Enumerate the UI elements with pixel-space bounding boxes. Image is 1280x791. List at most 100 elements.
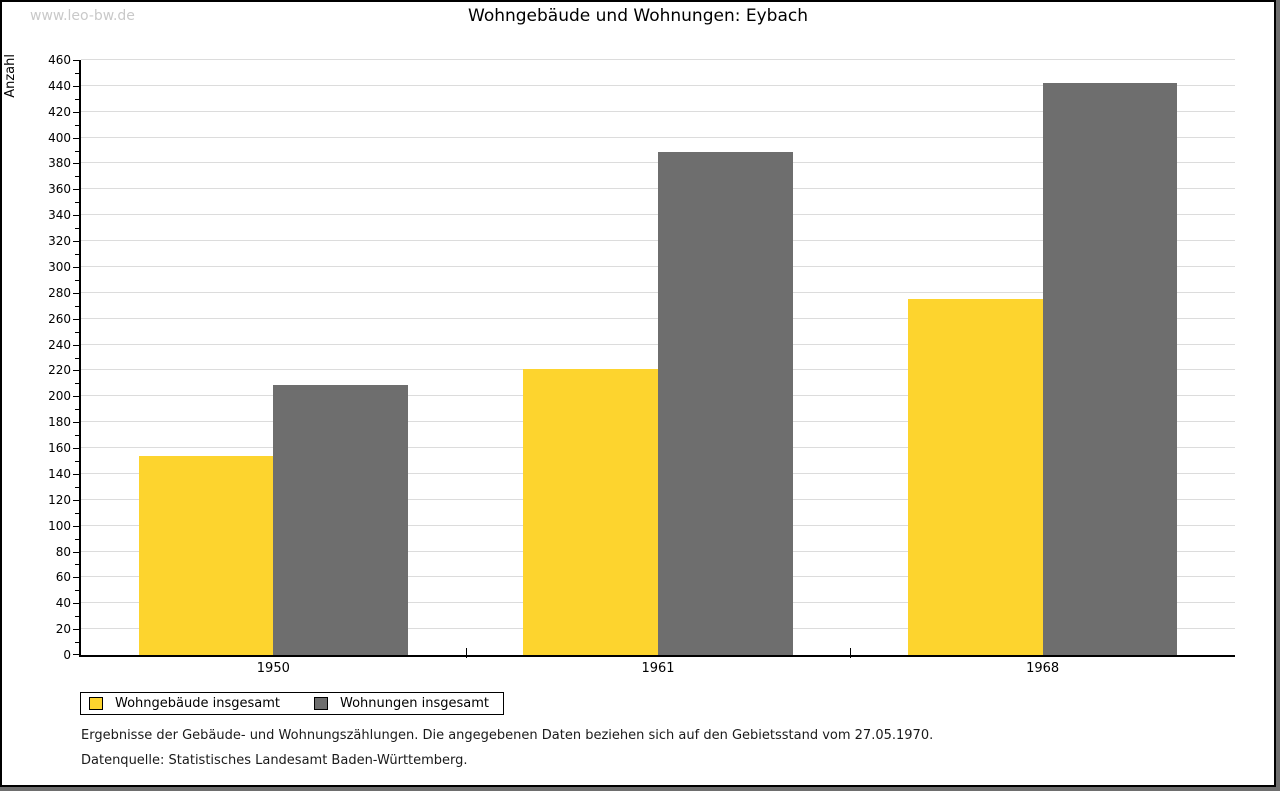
chart-title: Wohngebäude und Wohnungen: Eybach xyxy=(468,6,808,26)
y-major-tick xyxy=(73,189,79,191)
y-tick-label: 0 xyxy=(63,648,71,662)
y-major-tick xyxy=(73,551,79,553)
y-axis-title: Anzahl xyxy=(3,54,18,98)
y-major-tick xyxy=(73,629,79,631)
x-tick-label: 1961 xyxy=(641,661,675,676)
y-major-tick xyxy=(73,370,79,372)
y-tick-label: 320 xyxy=(48,234,71,249)
legend-label: Wohnungen insgesamt xyxy=(340,696,489,711)
x-boundary-tick xyxy=(465,648,467,658)
y-tick-label: 460 xyxy=(48,53,71,67)
y-minor-tick xyxy=(75,383,79,385)
y-major-tick xyxy=(73,292,79,294)
plot-area: 0 20 40 60 80 100 120 140 160 180 200 220 240 260 280 3… xyxy=(48,53,1235,676)
footer-note: Ergebnisse der Gebäude- und Wohnungszähl… xyxy=(81,728,934,743)
y-tick-label: 340 xyxy=(48,208,71,223)
y-major-tick xyxy=(73,60,79,61)
y-major-tick xyxy=(73,85,79,87)
bar-1950-series0 xyxy=(138,455,274,655)
y-major-tick xyxy=(73,603,79,605)
y-tick-label: 60 xyxy=(55,570,71,585)
y-major-tick xyxy=(73,215,79,217)
y-gridline xyxy=(81,110,1235,112)
y-major-tick xyxy=(73,654,79,655)
y-major-tick xyxy=(73,344,79,346)
y-tick-label: 200 xyxy=(48,389,71,404)
y-tick-label: 280 xyxy=(48,285,71,300)
y-minor-tick xyxy=(75,305,79,307)
y-gridline xyxy=(81,84,1235,86)
y-tick-label: 420 xyxy=(48,104,71,119)
y-minor-tick xyxy=(75,279,79,281)
y-tick-label: 260 xyxy=(48,311,71,326)
y-minor-tick xyxy=(75,150,79,152)
legend-swatch xyxy=(89,697,103,710)
y-minor-tick xyxy=(75,72,79,74)
y-major-tick xyxy=(73,241,79,243)
y-minor-tick xyxy=(75,98,79,100)
y-minor-tick xyxy=(75,124,79,126)
y-minor-tick xyxy=(75,564,79,566)
y-tick-label: 40 xyxy=(55,596,71,611)
bar-1968-series1 xyxy=(1042,83,1178,655)
y-tick-label: 300 xyxy=(48,259,71,274)
legend-label: Wohngebäude insgesamt xyxy=(115,696,280,711)
y-tick-label: 220 xyxy=(48,363,71,378)
y-major-tick xyxy=(73,111,79,113)
y-tick-label: 160 xyxy=(48,441,71,456)
y-minor-tick xyxy=(75,435,79,437)
y-gridline xyxy=(81,59,1235,60)
y-major-tick xyxy=(73,473,79,475)
y-minor-tick xyxy=(75,409,79,411)
y-minor-tick xyxy=(75,331,79,333)
y-minor-tick xyxy=(75,590,79,592)
y-major-tick xyxy=(73,163,79,165)
y-tick-label: 100 xyxy=(48,518,71,533)
y-tick-label: 360 xyxy=(48,182,71,197)
y-major-tick xyxy=(73,137,79,139)
y-minor-tick xyxy=(75,176,79,178)
bar-1950-series1 xyxy=(273,384,409,655)
y-tick-label: 180 xyxy=(48,415,71,430)
y-minor-tick xyxy=(75,202,79,204)
y-minor-tick xyxy=(75,228,79,230)
y-major-tick xyxy=(73,499,79,501)
y-minor-tick xyxy=(75,538,79,540)
y-gridline xyxy=(81,136,1235,138)
y-tick-label: 440 xyxy=(48,78,71,93)
y-major-tick xyxy=(73,422,79,424)
footer-source: Datenquelle: Statistisches Landesamt Bad… xyxy=(81,753,468,768)
bar-1961-series0 xyxy=(523,369,658,655)
legend: Wohngebäude insgesamt Wohnungen insgesamt xyxy=(80,692,504,715)
y-minor-tick xyxy=(75,357,79,359)
y-tick-label: 380 xyxy=(48,156,71,171)
legend-item: Wohngebäude insgesamt xyxy=(89,696,280,711)
y-major-tick xyxy=(73,448,79,450)
y-axis-line xyxy=(79,60,81,655)
bar-1968-series0 xyxy=(907,299,1043,655)
y-minor-tick xyxy=(75,460,79,462)
y-tick-label: 20 xyxy=(55,622,71,637)
y-tick-label: 140 xyxy=(48,466,71,481)
x-tick-label: 1968 xyxy=(1026,661,1060,676)
y-major-tick xyxy=(73,266,79,268)
y-minor-tick xyxy=(75,512,79,514)
y-major-tick xyxy=(73,396,79,398)
y-major-tick xyxy=(73,318,79,320)
bar-1961-series1 xyxy=(658,151,793,655)
y-tick-label: 400 xyxy=(48,130,71,145)
y-tick-label: 240 xyxy=(48,337,71,352)
x-boundary-tick xyxy=(850,648,852,658)
y-major-tick xyxy=(73,577,79,579)
legend-swatch xyxy=(314,697,328,710)
legend-item: Wohnungen insgesamt xyxy=(314,696,489,711)
y-tick-label: 120 xyxy=(48,492,71,507)
y-major-tick xyxy=(73,525,79,527)
x-tick-label: 1950 xyxy=(256,661,290,676)
y-tick-label: 80 xyxy=(55,544,71,559)
y-minor-tick xyxy=(75,616,79,618)
y-minor-tick xyxy=(75,486,79,488)
watermark: www.leo-bw.de xyxy=(30,8,135,24)
y-minor-tick xyxy=(75,642,79,644)
